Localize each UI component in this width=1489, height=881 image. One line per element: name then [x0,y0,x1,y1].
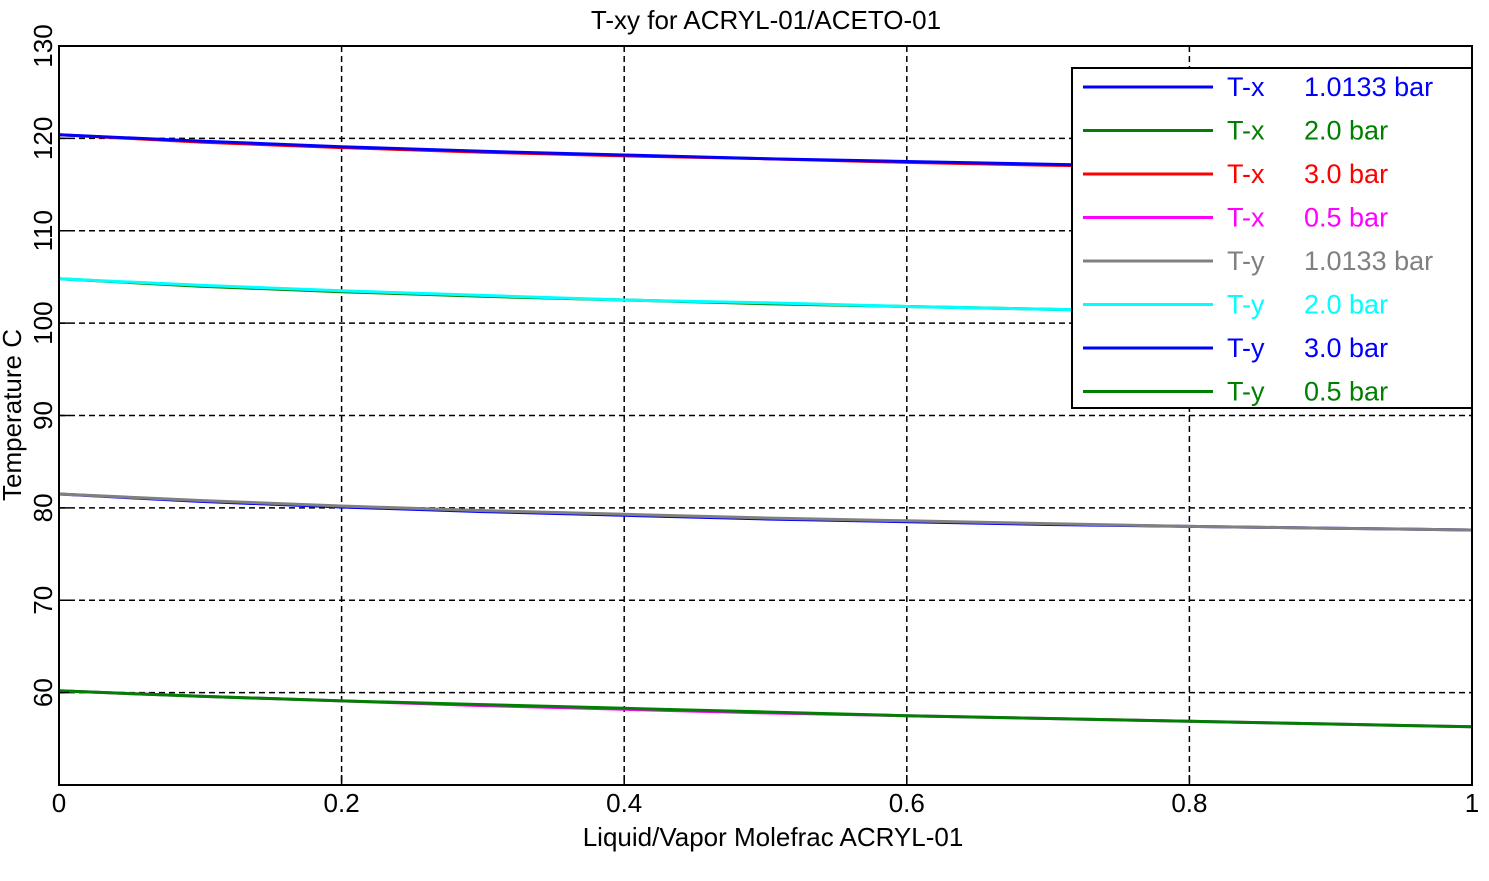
legend-series-name: T-x [1227,159,1265,189]
legend-series-pressure: 2.0 bar [1304,290,1388,320]
legend-series-pressure: 0.5 bar [1304,377,1388,407]
series-lines [58,133,1473,729]
chart-title: T-xy for ACRYL-01/ACETO-01 [591,5,941,35]
x-axis-label: Liquid/Vapor Molefrac ACRYL-01 [583,822,964,852]
series-line-t-x-1-0133-bar [58,492,1473,532]
legend-series-pressure: 2.0 bar [1304,116,1388,146]
series-line-t-y-0-5-bar [58,689,1473,729]
legend-series-name: T-y [1227,290,1265,320]
y-tick-label: 120 [28,117,58,160]
legend-series-name: T-x [1227,203,1265,233]
x-tick-label: 0.2 [324,788,360,818]
y-tick-label: 130 [28,24,58,67]
x-tick-label: 0.4 [606,788,642,818]
legend-series-name: T-x [1227,116,1265,146]
y-tick-label: 80 [28,493,58,522]
legend-series-name: T-x [1227,72,1265,102]
y-tick-label: 110 [28,210,58,251]
x-tick-label: 1 [1465,788,1479,818]
legend-box [1071,67,1473,409]
legend: T-x 1.0133 bar T-x 2.0 bar T-x 3.0 bar T-x 0.5 … [1071,67,1473,409]
legend-series-pressure: 3.0 bar [1304,159,1388,189]
legend-series-pressure: 1.0133 bar [1304,246,1433,276]
legend-series-pressure: 3.0 bar [1304,333,1388,363]
y-tick-label: 100 [28,301,58,344]
axis-ticks: 0 0.2 0.4 0.6 0.8 1 60 70 80 90 100 110 120 130 [28,24,1479,818]
y-tick-label: 70 [28,586,58,615]
series-line-t-y-1-0133-bar [58,492,1473,532]
y-axis-label: Temperature C [0,329,27,501]
x-tick-label: 0.6 [889,788,925,818]
x-tick-label: 0 [52,788,66,818]
legend-series-pressure: 1.0133 bar [1304,72,1433,102]
y-tick-label: 90 [28,401,58,430]
y-tick-label: 60 [28,678,58,707]
x-tick-label: 0.8 [1171,788,1207,818]
legend-series-name: T-y [1227,333,1265,363]
legend-series-pressure: 0.5 bar [1304,203,1388,233]
legend-series-name: T-y [1227,246,1265,276]
legend-series-name: T-y [1227,377,1265,407]
